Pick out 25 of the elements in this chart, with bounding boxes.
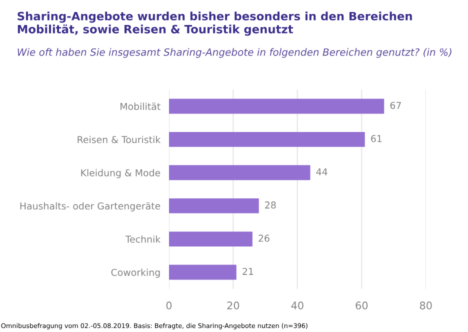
data-label: 28	[265, 201, 276, 209]
bar	[168, 132, 365, 147]
y-tick-label: Haushalts- oder Gartengeräte	[20, 202, 160, 212]
y-tick-label: Mobilität	[120, 102, 160, 110]
data-label: 67	[390, 102, 401, 109]
y-tick-label: Coworking	[111, 268, 160, 278]
chart-title: Sharing-Angebote wurden bisher besonders in den Bereichen Mobilität, sowie Reisen & Touristik genutzt	[18, 12, 412, 36]
data-label: 26	[258, 234, 270, 242]
x-tick-label: 20	[227, 302, 240, 310]
bar	[168, 98, 384, 114]
bar	[168, 232, 252, 247]
y-tick-label: Technik	[125, 235, 161, 243]
data-label: 61	[371, 135, 382, 142]
bar	[168, 198, 259, 214]
x-tick-label: 40	[291, 302, 304, 310]
bar	[168, 264, 236, 280]
x-tick-label: 80	[420, 302, 432, 310]
data-label: 21	[242, 268, 254, 275]
x-tick-label: 0	[166, 302, 172, 310]
y-tick-label: Reisen & Touristik	[78, 136, 161, 144]
chart-subtitle: Wie oft haben Sie insgesamt Sharing-Angebote in folgenden Bereichen genutzt? (in %)	[18, 48, 452, 58]
bar	[168, 165, 310, 180]
data-label: 44	[316, 168, 328, 176]
x-tick-label: 60	[356, 302, 368, 310]
y-tick-label: Kleidung & Mode	[81, 169, 160, 178]
